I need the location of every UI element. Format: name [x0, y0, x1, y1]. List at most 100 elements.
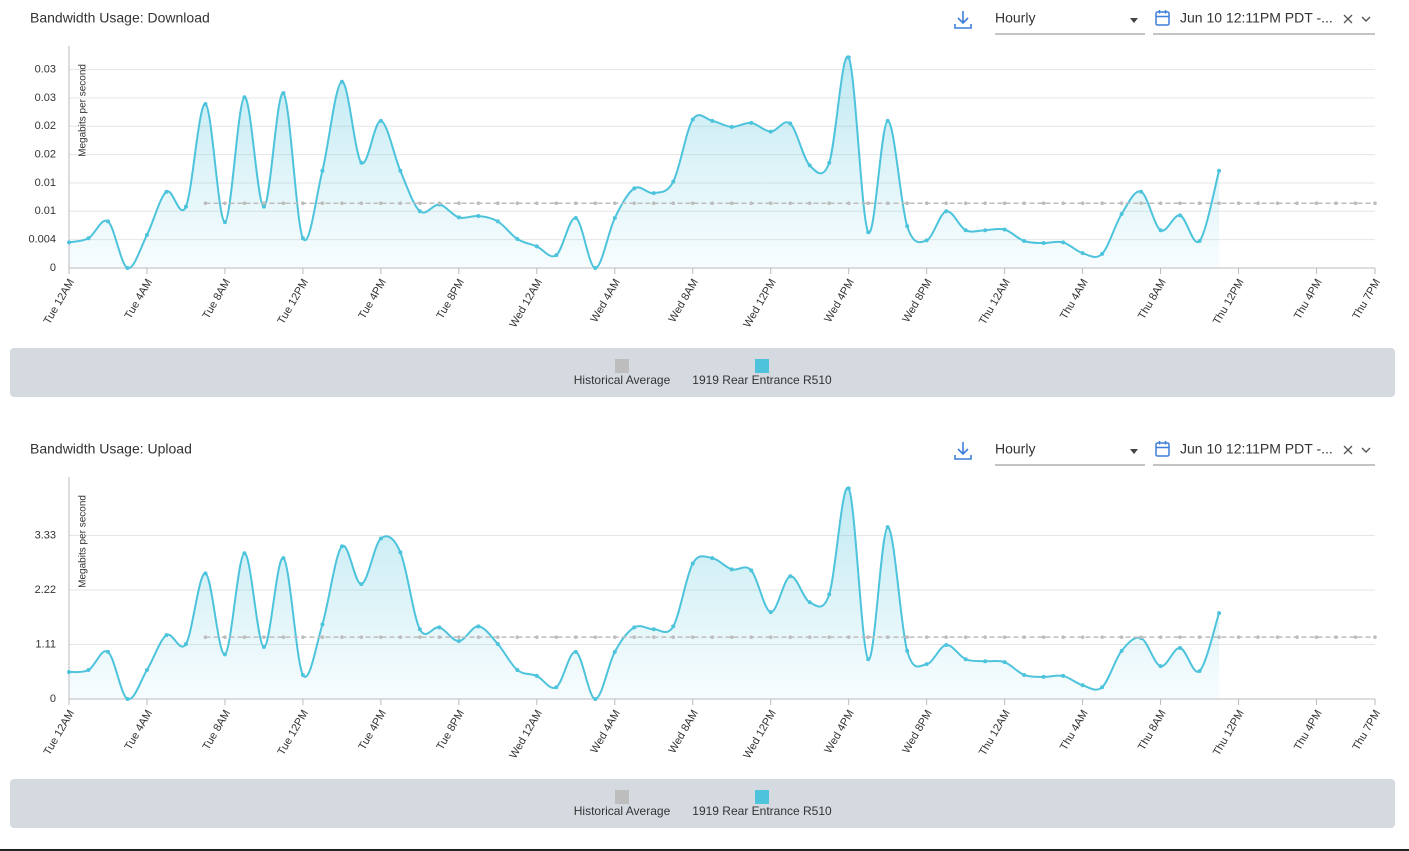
data-point [554, 685, 559, 690]
data-point [398, 168, 403, 173]
data-point [1334, 201, 1338, 205]
clear-icon [1343, 445, 1353, 455]
data-point [612, 201, 617, 205]
x-tick-label: Thu 8AM [1136, 708, 1169, 753]
download-button[interactable] [954, 442, 972, 460]
data-point [827, 592, 832, 597]
data-point [1178, 635, 1182, 639]
data-point [515, 635, 520, 639]
legend-item[interactable]: Historical Average [574, 790, 671, 818]
data-point [924, 201, 929, 205]
data-point [1119, 212, 1124, 216]
download-icon [954, 11, 972, 29]
legend-label: Historical Average [574, 373, 671, 387]
data-point [1275, 635, 1280, 639]
data-point [554, 635, 559, 639]
data-point [476, 214, 481, 219]
data-point [359, 635, 364, 639]
data-point [807, 635, 812, 639]
legend-item[interactable]: Historical Average [574, 359, 671, 387]
data-point [944, 209, 949, 214]
legend-swatch [755, 790, 769, 804]
date-range-picker[interactable]: Jun 10 12:11PM PDT -... [1153, 10, 1375, 35]
x-tick-label: Thu 12AM [977, 708, 1013, 758]
data-point [1100, 251, 1105, 256]
x-tick-label: Tue 12AM [42, 277, 78, 327]
data-point [807, 163, 812, 168]
data-point [456, 639, 461, 644]
y-tick-label: 0.01 [35, 177, 56, 189]
data-point [729, 201, 734, 205]
data-point [320, 168, 325, 173]
chevron-icon [1361, 16, 1371, 22]
data-point [593, 697, 598, 701]
data-point [534, 673, 539, 678]
data-point [651, 627, 656, 632]
data-point [320, 635, 325, 639]
data-point [1197, 669, 1202, 674]
data-point [866, 230, 871, 235]
data-point [379, 635, 383, 639]
data-point [924, 635, 929, 639]
data-point [1236, 201, 1241, 205]
calendar-icon-detail [1156, 10, 1169, 18]
data-point [612, 649, 617, 654]
data-point [1178, 213, 1183, 218]
data-point [418, 201, 422, 205]
data-point [1080, 201, 1085, 205]
data-point [1119, 635, 1124, 639]
data-point [983, 659, 988, 664]
data-point [1002, 660, 1007, 665]
data-point [710, 556, 715, 561]
data-point [339, 544, 344, 549]
data-point [983, 635, 987, 639]
data-point [1022, 635, 1026, 639]
data-point [729, 124, 734, 129]
x-tick-label: Thu 7PM [1350, 708, 1383, 753]
data-point [846, 55, 851, 60]
legend-item[interactable]: 1919 Rear Entrance R510 [692, 359, 832, 387]
data-point [963, 635, 968, 639]
x-tick-label: Wed 8AM [666, 708, 700, 756]
interval-select[interactable]: Hourly [995, 10, 1145, 35]
data-point [768, 610, 773, 615]
data-point [905, 648, 910, 653]
data-point [1100, 635, 1104, 639]
data-point [983, 201, 987, 205]
data-point [554, 253, 559, 258]
data-point [359, 160, 364, 165]
data-point [593, 635, 598, 639]
data-point [476, 635, 481, 639]
data-point [846, 635, 851, 639]
x-tick-label: Tue 12AM [42, 708, 78, 758]
data-point [1373, 201, 1377, 205]
data-point [632, 625, 637, 630]
data-point [320, 201, 325, 205]
data-point [593, 266, 598, 270]
data-point [535, 201, 539, 205]
data-point [710, 635, 715, 639]
data-point [1061, 240, 1066, 245]
legend-item[interactable]: 1919 Rear Entrance R510 [692, 790, 832, 818]
data-point [690, 201, 695, 205]
data-point [105, 219, 110, 224]
date-range-picker[interactable]: Jun 10 12:11PM PDT -... [1153, 441, 1375, 466]
data-point [495, 219, 500, 224]
data-point [1217, 201, 1221, 205]
interval-select[interactable]: Hourly [995, 441, 1145, 466]
data-point [1061, 201, 1065, 205]
x-tick-label: Tue 8AM [201, 277, 234, 321]
data-point [1353, 635, 1358, 639]
data-point [437, 635, 442, 639]
data-point [1197, 239, 1202, 243]
data-point [398, 635, 403, 639]
download-button[interactable] [954, 11, 972, 29]
data-point [86, 668, 91, 673]
data-point [1295, 635, 1299, 639]
data-point [1275, 201, 1280, 205]
data-point [1139, 635, 1143, 639]
legend-label: 1919 Rear Entrance R510 [692, 373, 832, 387]
data-point [788, 121, 793, 126]
data-point [827, 201, 832, 205]
data-point [846, 486, 851, 491]
